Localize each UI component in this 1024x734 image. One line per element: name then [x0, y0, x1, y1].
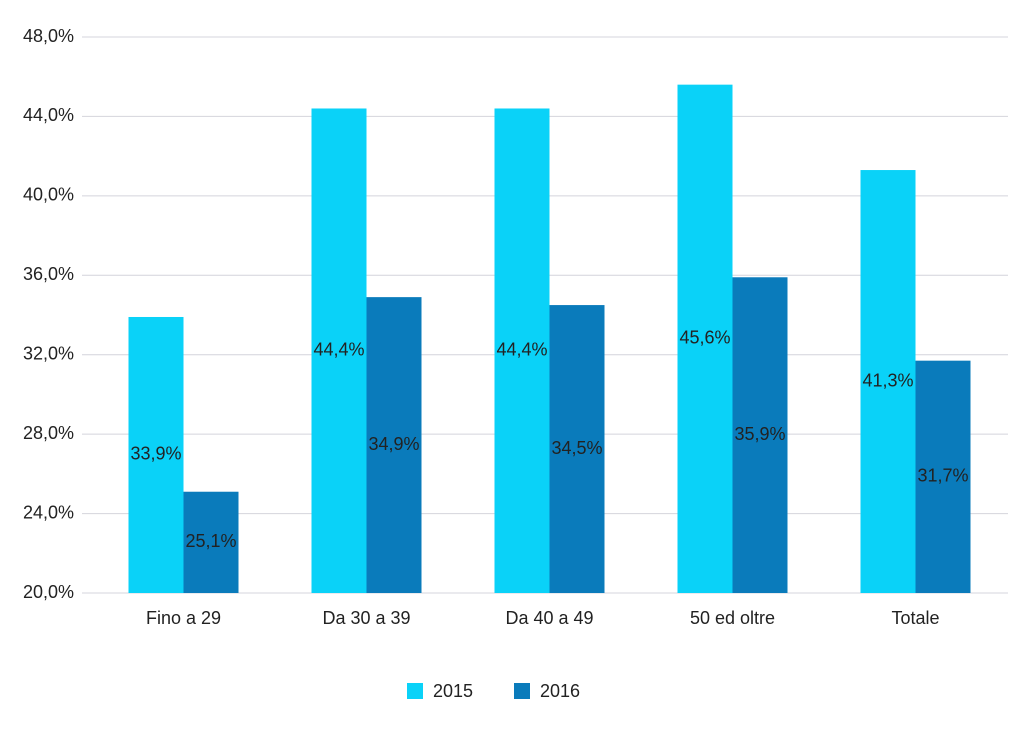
y-tick-label: 24,0%	[23, 502, 74, 522]
value-label: 44,4%	[496, 339, 547, 359]
bar	[311, 108, 367, 593]
legend-swatch	[407, 683, 423, 699]
y-tick-label: 32,0%	[23, 343, 74, 363]
x-tick-label: Totale	[891, 608, 939, 628]
legend-swatch	[514, 683, 530, 699]
x-tick-label: Da 30 a 39	[322, 608, 410, 628]
y-tick-label: 48,0%	[23, 26, 74, 46]
legend-label: 2015	[433, 681, 473, 701]
bar	[915, 360, 971, 593]
bar	[494, 108, 550, 593]
bar	[366, 297, 422, 593]
value-label: 35,9%	[734, 424, 785, 444]
y-tick-label: 36,0%	[23, 264, 74, 284]
y-tick-label: 20,0%	[23, 582, 74, 602]
bar	[128, 316, 184, 593]
bar	[860, 170, 916, 594]
value-label: 44,4%	[313, 339, 364, 359]
bar	[677, 84, 733, 594]
value-label: 33,9%	[130, 444, 181, 464]
y-tick-label: 44,0%	[23, 105, 74, 125]
bar	[549, 305, 605, 593]
bar	[732, 277, 788, 593]
value-label: 25,1%	[185, 531, 236, 551]
value-label: 31,7%	[917, 466, 968, 486]
legend-label: 2016	[540, 681, 580, 701]
value-label: 34,9%	[368, 434, 419, 454]
x-tick-label: Fino a 29	[146, 608, 221, 628]
bar	[183, 491, 239, 593]
value-label: 41,3%	[862, 370, 913, 390]
x-tick-label: 50 ed oltre	[690, 608, 775, 628]
value-label: 45,6%	[679, 328, 730, 348]
x-tick-label: Da 40 a 49	[505, 608, 593, 628]
value-label: 34,5%	[551, 438, 602, 458]
y-tick-label: 40,0%	[23, 185, 74, 205]
y-tick-label: 28,0%	[23, 423, 74, 443]
